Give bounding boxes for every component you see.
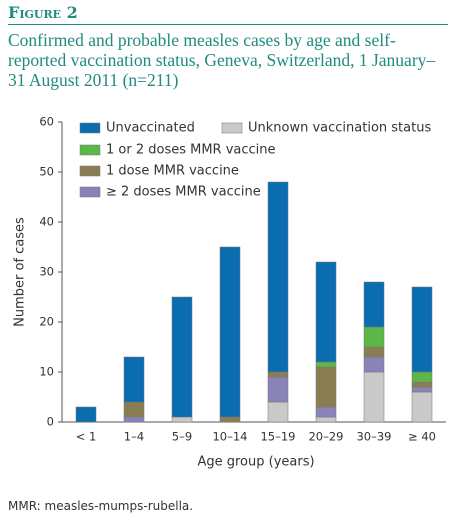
legend-swatch [79, 144, 101, 156]
x-tick-label: 30–39 [356, 430, 391, 444]
y-axis-title: Number of cases [13, 217, 28, 327]
legend-label: ≥ 2 doses MMR vaccine [106, 185, 261, 200]
y-tick-label: 40 [39, 215, 54, 229]
bar-segment [315, 406, 337, 418]
bar-segment [267, 181, 289, 373]
x-tick-label: 15–19 [260, 430, 295, 444]
x-axis-title: Age group (years) [197, 455, 314, 470]
x-tick-label: 20–29 [308, 430, 343, 444]
legend-label: Unvaccinated [106, 121, 195, 136]
bar-segment [267, 371, 289, 378]
bar-segment [411, 386, 433, 393]
bar-segment [123, 356, 145, 403]
legend-swatch [221, 122, 243, 134]
bar-segment [315, 366, 337, 408]
bar-segment [219, 246, 241, 418]
bar-segment [315, 261, 337, 363]
bar-segment [363, 281, 385, 328]
y-tick-label: 50 [39, 165, 54, 179]
legend-label: 1 or 2 doses MMR vaccine [106, 143, 276, 158]
bar-segment [363, 356, 385, 373]
bar-segment [219, 416, 241, 423]
x-tick-label: 5–9 [172, 430, 192, 444]
bar-segment [123, 401, 145, 418]
y-tick-label: 0 [47, 415, 54, 429]
bar-segment [411, 286, 433, 373]
x-tick-label: < 1 [76, 430, 97, 444]
legend-label: 1 dose MMR vaccine [106, 164, 239, 179]
y-tick-label: 10 [39, 365, 54, 379]
legend-swatch [79, 165, 101, 177]
header-rule [8, 24, 448, 25]
chart-title: Confirmed and probable measles cases by … [8, 30, 436, 90]
figure-label: Figure 2 [8, 3, 78, 22]
legend-swatch [79, 186, 101, 198]
legend-label: Unknown vaccination status [248, 121, 431, 136]
bar-segment [315, 361, 337, 368]
y-tick-label: 20 [39, 315, 54, 329]
bar-segment [363, 346, 385, 358]
bar-segment [267, 401, 289, 423]
bar-segment [315, 416, 337, 423]
y-tick-label: 30 [39, 265, 54, 279]
bar-segment [363, 371, 385, 423]
y-tick-label: 60 [39, 115, 54, 129]
legend-swatch [79, 122, 101, 134]
bar-segment [411, 381, 433, 388]
x-tick-label: ≥ 40 [408, 430, 436, 444]
chart: Number of cases Age group (years) 0 10 20 3… [13, 115, 446, 470]
bar-segment [171, 416, 193, 423]
footnote: MMR: measles-mumps-rubella. [8, 499, 194, 513]
bar-segment [411, 391, 433, 423]
bar-segment [411, 371, 433, 383]
bar-segment [123, 416, 145, 423]
bar-segment [363, 326, 385, 348]
x-tick-label: 1–4 [124, 430, 144, 444]
bar-segment [75, 406, 97, 423]
bar-segment [267, 376, 289, 403]
x-tick-label: 10–14 [212, 430, 247, 444]
bar-segment [171, 296, 193, 418]
